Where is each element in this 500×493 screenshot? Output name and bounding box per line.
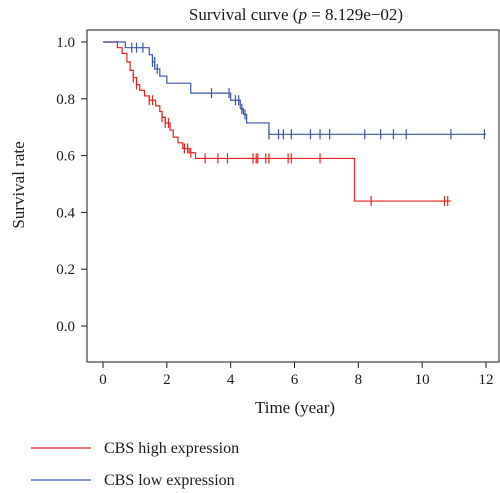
legend-label: CBS high expression — [104, 440, 239, 457]
x-tick-label: 8 — [355, 372, 363, 388]
x-tick-label: 10 — [415, 372, 430, 388]
y-tick-label: 0.2 — [56, 262, 75, 278]
x-tick-label: 4 — [227, 372, 235, 388]
y-axis-label: Survival rate — [9, 141, 28, 228]
y-tick-label: 0.4 — [56, 205, 75, 221]
survival-curve-1 — [103, 41, 486, 135]
axes: 0 2 4 6 8 10 12 0.0 0.2 0.4 0.6 0.8 1.0 — [56, 35, 493, 388]
legend: CBS high expression CBS low expression — [31, 440, 239, 489]
chart-title-stat-value: 8.129e−02 — [325, 5, 397, 24]
plot-frame — [86, 29, 500, 363]
x-tick-label: 2 — [163, 372, 171, 388]
y-tick-label: 0.0 — [56, 319, 75, 335]
x-tick-label: 0 — [99, 372, 107, 388]
legend-label: CBS low expression — [104, 472, 235, 489]
x-tick-label: 12 — [479, 372, 494, 388]
y-tick-label: 0.8 — [56, 92, 75, 108]
x-axis-label: Time (year) — [255, 398, 335, 417]
curves — [103, 41, 486, 202]
censor-marks — [131, 42, 486, 207]
chart-title-text: Survival curve — [189, 5, 289, 24]
chart-title: Survival curve (p = 8.129e−02) — [189, 5, 403, 24]
x-tick-label: 6 — [291, 372, 299, 388]
y-tick-label: 1.0 — [56, 35, 75, 51]
chart-title-stat-symbol: p — [297, 5, 307, 24]
y-tick-label: 0.6 — [56, 149, 75, 165]
